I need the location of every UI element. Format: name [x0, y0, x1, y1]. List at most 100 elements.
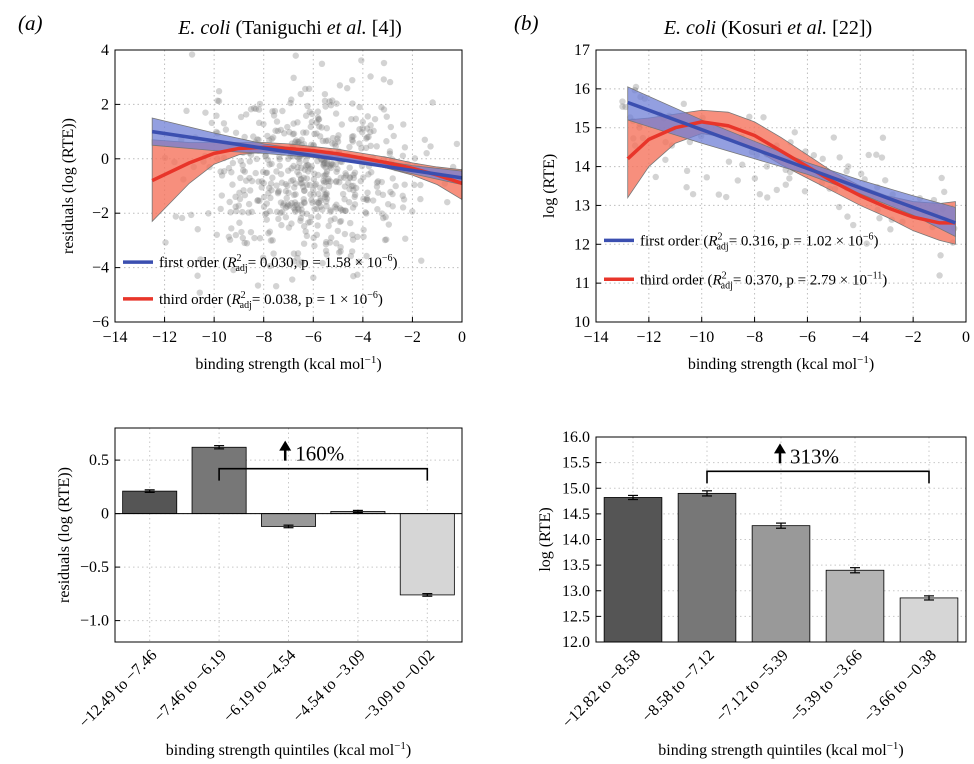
scatter-point [331, 140, 339, 147]
category-label: −7.46 to −6.19 [151, 647, 230, 726]
scatter-point [350, 272, 357, 280]
y-tick-label: 15.5 [562, 455, 590, 472]
scatter-point [294, 164, 301, 171]
scatter-point [303, 232, 311, 240]
scatter-point [295, 155, 303, 162]
scatter-point [230, 266, 237, 274]
scatter-point [310, 176, 318, 183]
scatter-point [725, 158, 733, 165]
scatter-point [356, 140, 363, 147]
y-tick-label: 17 [574, 42, 590, 59]
scatter-point [333, 240, 340, 247]
scatter-point [284, 155, 292, 163]
x-axis-label-close: ) [898, 742, 903, 759]
bar-4 [825, 569, 885, 643]
scatter-point [297, 90, 304, 98]
scatter-point [297, 180, 305, 187]
scatter-point [337, 174, 344, 181]
scatter-point [346, 164, 353, 171]
scatter-point [213, 112, 220, 119]
scatter-point [227, 209, 234, 216]
scatter-point [321, 159, 328, 167]
x-axis-label-text: binding strength (kcal mol [688, 356, 858, 373]
y-tick-label: 16 [574, 81, 590, 98]
first-order-fit-line [151, 129, 463, 180]
scatter-point [332, 161, 340, 168]
scatter-point [260, 193, 268, 201]
y-axis-label: residuals (log (RTE)) [60, 118, 77, 254]
scatter-point [247, 228, 255, 236]
scatter-point [335, 132, 342, 139]
scatter-point [363, 210, 370, 217]
scatter-point [409, 208, 416, 215]
scatter-point [250, 104, 258, 112]
legend-series-name: third order [640, 272, 704, 288]
x-axis-label-close: ) [869, 356, 874, 373]
scatter-point [378, 178, 385, 186]
scatter-point [387, 188, 394, 196]
x-tick-label: −10 [689, 329, 714, 346]
scatter-point [277, 126, 285, 134]
scatter-point [683, 184, 690, 191]
scatter-point [271, 107, 279, 115]
scatter-point [310, 274, 317, 281]
annotation-label: 160% [295, 442, 344, 466]
third-order-fit-line [626, 120, 956, 225]
scatter-point [290, 204, 297, 211]
scatter-point [334, 227, 341, 235]
scatter-point [850, 221, 857, 229]
scatter-point [400, 196, 408, 203]
legend-entry-first-order: first order (R2 adj= 0.316, p = 1.02 × 10… [640, 231, 878, 252]
scatter-point [313, 231, 321, 239]
scatter-point [863, 240, 870, 247]
panel-b-label: (b) [514, 11, 539, 35]
scatter-point [275, 187, 283, 195]
scatter-point [284, 201, 292, 208]
scatter-point [319, 137, 327, 145]
scatter-point [323, 251, 330, 258]
scatter-point [313, 119, 320, 126]
scatter-point [246, 187, 254, 194]
scatter-point [746, 113, 753, 121]
scatter-point [622, 103, 629, 111]
legend-exponent: −11 [867, 270, 882, 281]
scatter-point [339, 190, 347, 198]
scatter-point [379, 191, 387, 199]
x-tick-label: −4 [354, 329, 371, 346]
panel-b-title: E. coli (Kosuri et al. [22]) [663, 17, 872, 39]
scatter-point [297, 175, 305, 183]
scatter-point [318, 124, 325, 131]
scatter-point [250, 133, 257, 140]
scatter-point [346, 174, 354, 182]
scatter-point [292, 180, 299, 187]
scatter-point [374, 178, 382, 185]
scatter-point [266, 228, 274, 235]
scatter-point [299, 210, 306, 217]
y-tick-label: 4 [101, 42, 109, 59]
scatter-point [315, 213, 322, 220]
scatter-point [323, 195, 331, 202]
scatter-point [363, 135, 370, 142]
scatter-point [801, 188, 809, 195]
scatter-point [309, 186, 317, 193]
y-tick-label: 15 [574, 120, 590, 137]
scatter-point [308, 196, 315, 204]
scatter-point [683, 167, 691, 175]
y-tick-label: 0.5 [89, 452, 109, 469]
plot-frame [595, 49, 967, 323]
scatter-point [453, 140, 461, 148]
scatter-point [734, 177, 741, 184]
scatter-point [239, 208, 246, 216]
scatter-point [218, 192, 226, 199]
scatter-point [291, 206, 299, 213]
scatter-point [313, 205, 321, 213]
scatter-point [256, 197, 263, 205]
scatter-point [295, 260, 303, 268]
scatter-point [351, 193, 358, 201]
scatter-point [844, 163, 852, 170]
legend-r-sub: adj [721, 280, 733, 291]
scatter-point [387, 123, 395, 131]
scatter-point [350, 174, 357, 182]
scatter-point [229, 159, 237, 167]
scatter-point [266, 161, 273, 168]
